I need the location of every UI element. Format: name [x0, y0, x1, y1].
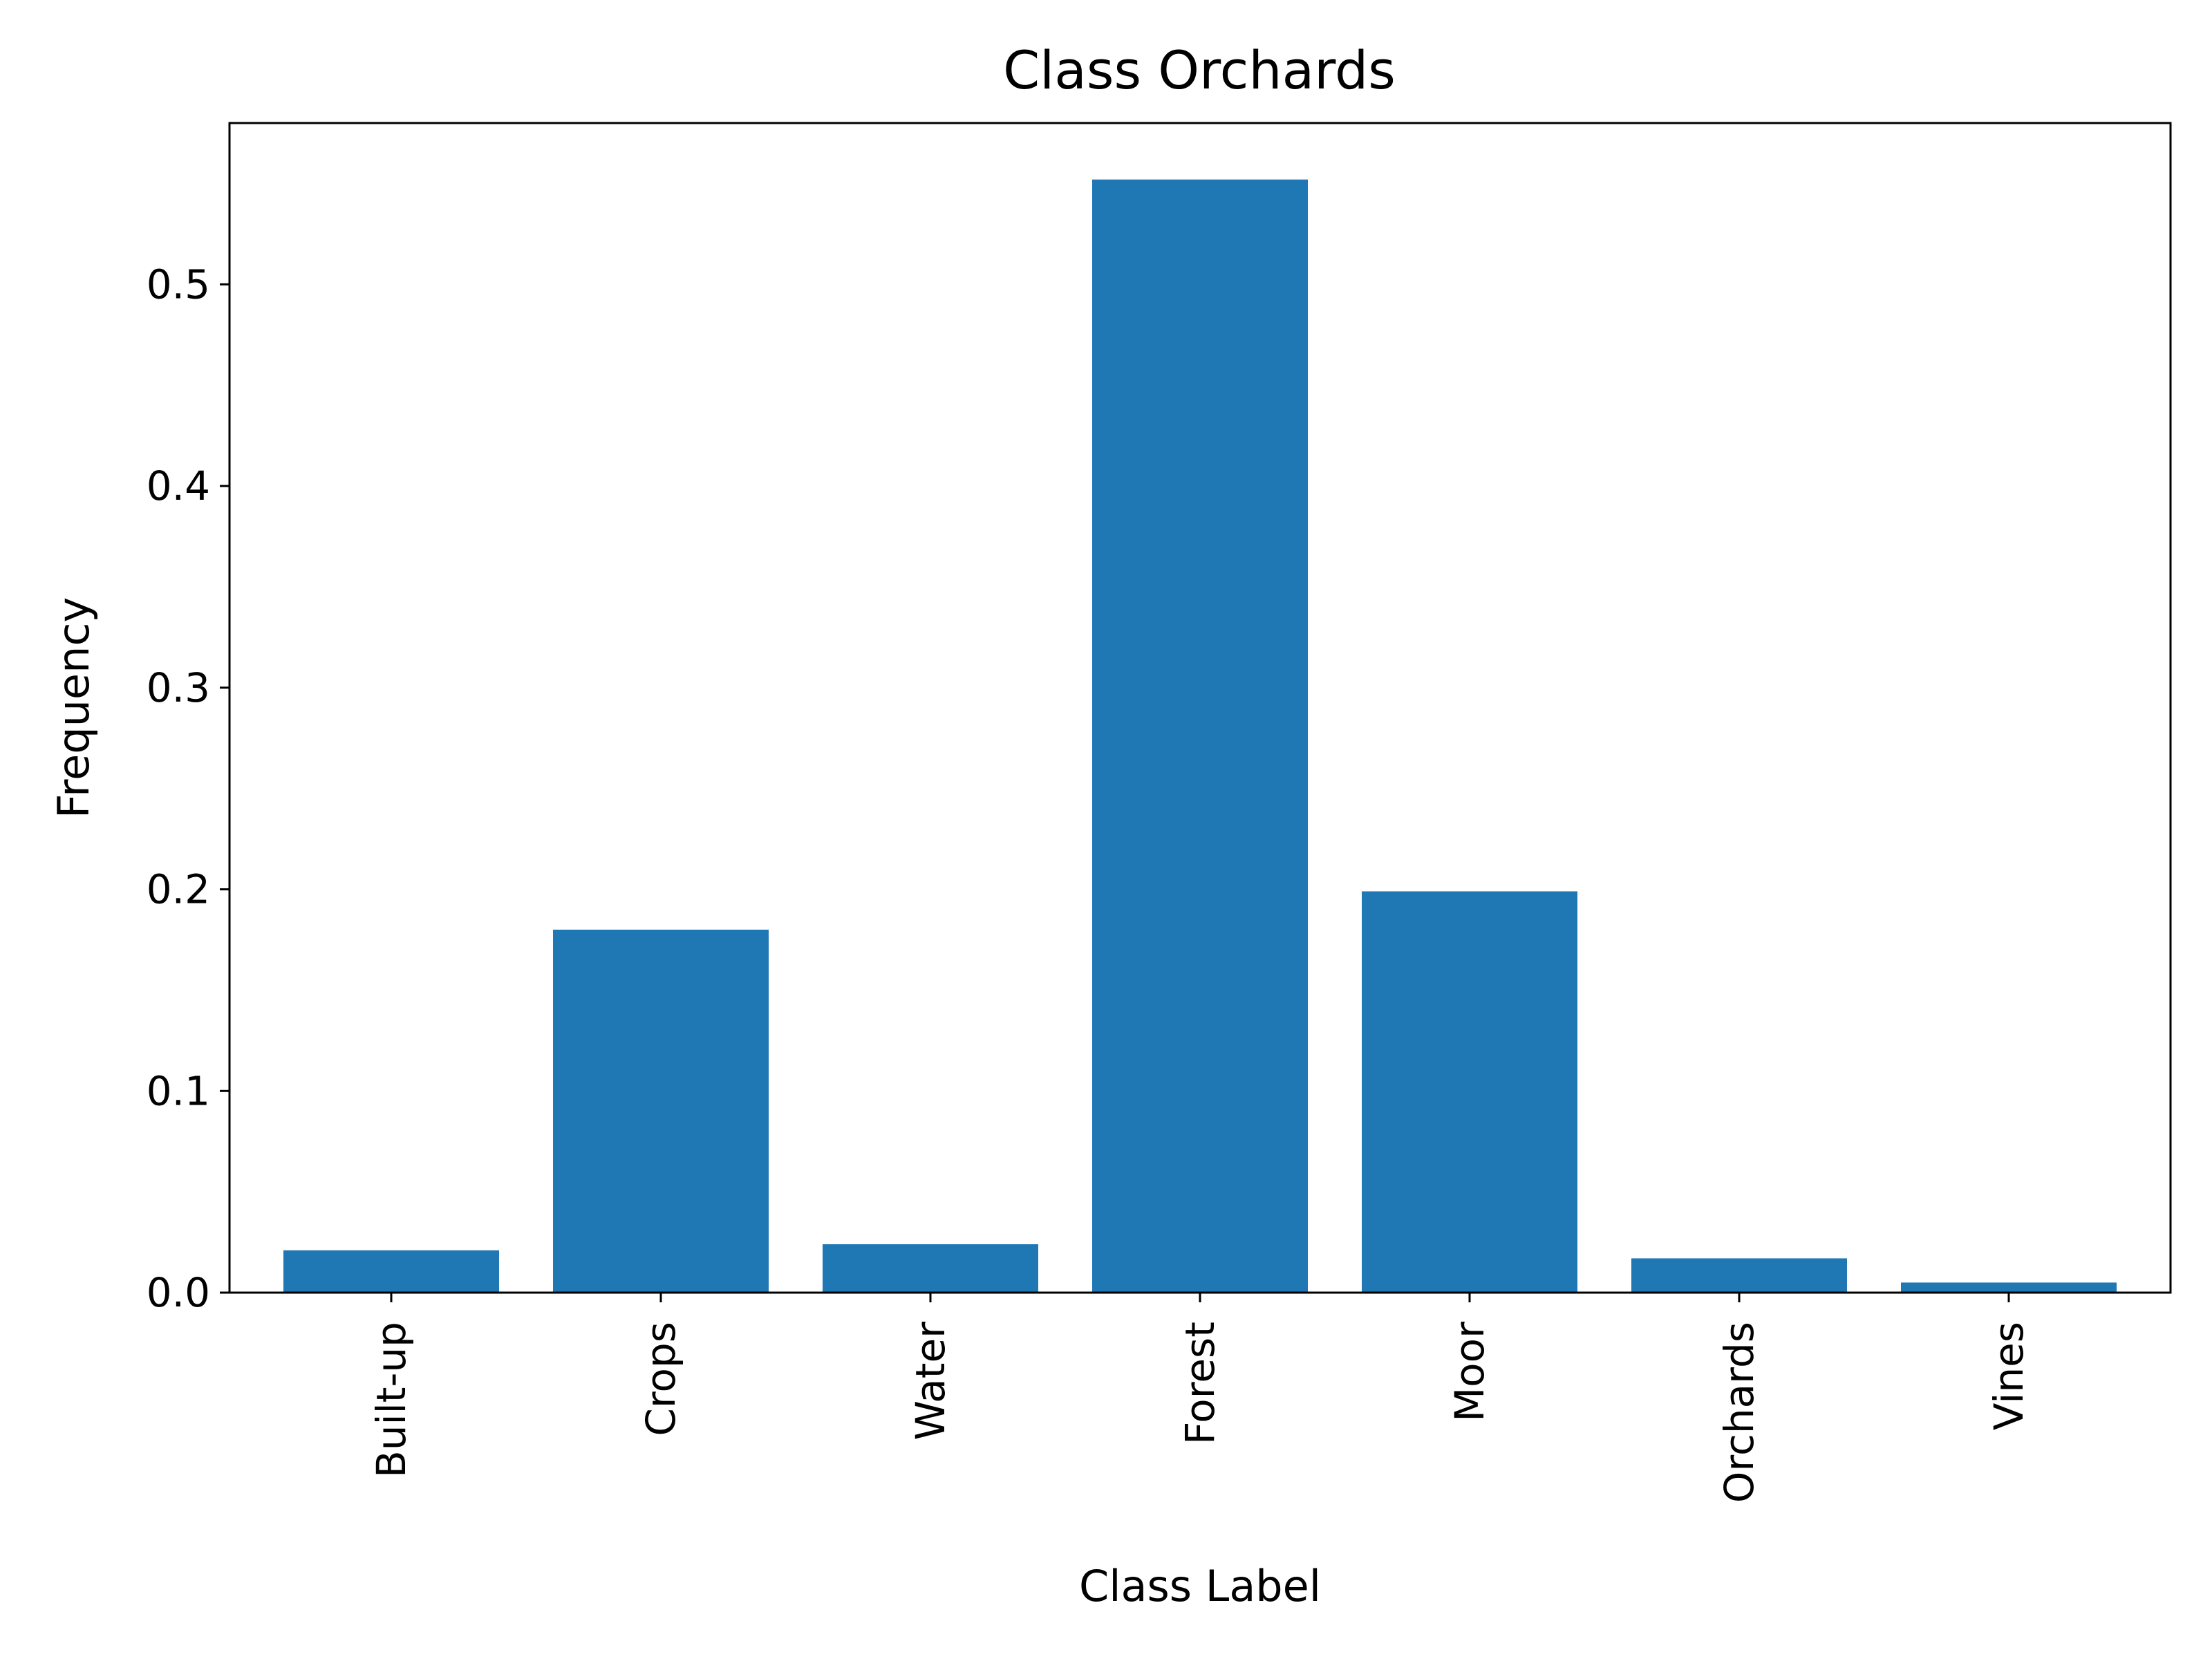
x-axis-label: Class Label — [1079, 1561, 1321, 1611]
y-tick-label: 0.2 — [147, 866, 210, 913]
x-axis: Built-up Crops Water Forest Moor Orchards Vine… — [368, 1293, 2032, 1503]
x-tick-label: Water — [907, 1322, 954, 1441]
bar-built-up — [283, 1250, 499, 1293]
bar-crops — [553, 929, 769, 1293]
y-tick-label: 0.3 — [147, 664, 210, 711]
y-axis-label: Frequency — [48, 597, 99, 818]
bar-forest — [1092, 179, 1308, 1293]
x-tick-label: Orchards — [1716, 1322, 1763, 1503]
bar-vines — [1901, 1282, 2117, 1293]
x-tick-label: Built-up — [368, 1322, 415, 1478]
y-tick-label: 0.4 — [147, 462, 210, 509]
bar-water — [823, 1244, 1038, 1293]
chart-title: Class Orchards — [1003, 39, 1396, 101]
x-tick-label: Forest — [1177, 1322, 1224, 1445]
y-tick-label: 0.1 — [147, 1067, 210, 1114]
y-tick-label: 0.5 — [147, 261, 210, 308]
y-tick-label: 0.0 — [147, 1269, 210, 1316]
x-tick-label: Vines — [1985, 1322, 2032, 1430]
bars-group — [283, 179, 2117, 1293]
plot-frame — [228, 122, 2172, 1294]
bar-orchards — [1631, 1258, 1847, 1293]
x-tick-label: Moor — [1446, 1322, 1493, 1422]
x-tick-label: Crops — [637, 1322, 684, 1436]
y-axis: 0.0 0.1 0.2 0.3 0.4 0.5 — [147, 261, 229, 1316]
bar-moor — [1362, 891, 1577, 1293]
